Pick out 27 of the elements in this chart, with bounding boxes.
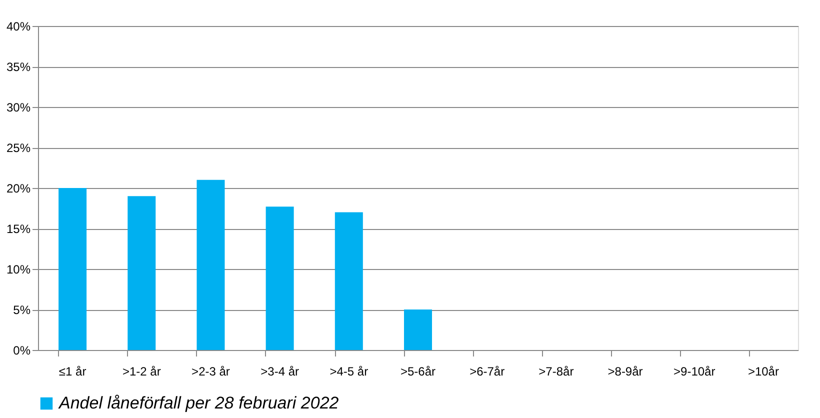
y-tick-label: 35% [6, 60, 31, 74]
y-tick-label: 10% [6, 262, 31, 276]
y-tick-label: 40% [6, 20, 31, 34]
y-tick-label: 5% [13, 303, 31, 317]
x-tick-label: >6-7år [470, 364, 505, 378]
bar [266, 206, 294, 350]
x-tick-label: >5-6år [400, 364, 436, 378]
legend-label: Andel låneförfall per 28 februari 2022 [58, 394, 340, 412]
bar [404, 310, 432, 350]
x-tick-label: >7-8år [538, 364, 574, 378]
x-tick-label: ≤1 år [58, 364, 86, 378]
y-tick-label: 0% [13, 344, 31, 358]
y-tick-label: 30% [6, 100, 31, 114]
x-tick-label: >8-9år [608, 364, 643, 378]
bar [128, 196, 156, 350]
x-tick-label: >4-5 år [330, 364, 368, 378]
x-tick-label: >9-10år [674, 364, 716, 378]
bar [196, 180, 225, 350]
y-tick-label: 20% [6, 182, 31, 196]
bar [334, 212, 363, 350]
bar [58, 188, 87, 350]
y-tick-label: 15% [6, 222, 31, 236]
x-tick-label: >3-4 år [260, 364, 299, 378]
x-tick-label: >1-2 år [122, 364, 161, 378]
x-tick-label: >2-3 år [192, 364, 230, 378]
y-tick-label: 25% [6, 141, 31, 155]
x-tick-label: >10år [748, 364, 779, 378]
